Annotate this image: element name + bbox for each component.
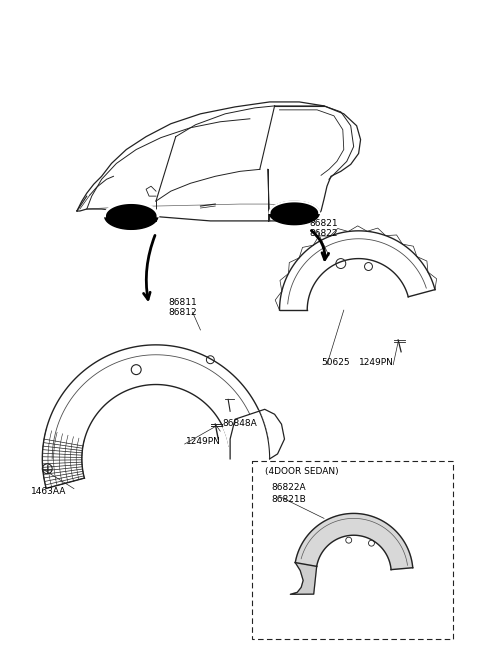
Text: 1463AA: 1463AA bbox=[30, 487, 66, 496]
Text: 86822A: 86822A bbox=[272, 483, 306, 492]
Text: 86821: 86821 bbox=[309, 219, 338, 228]
Bar bbox=[252, 461, 453, 640]
Text: (4DOOR SEDAN): (4DOOR SEDAN) bbox=[264, 467, 338, 476]
Text: 86811: 86811 bbox=[169, 298, 198, 307]
Polygon shape bbox=[269, 201, 319, 224]
Text: 1249PN: 1249PN bbox=[186, 437, 220, 446]
Text: 86848A: 86848A bbox=[222, 419, 257, 428]
Polygon shape bbox=[223, 411, 270, 459]
Text: 86812: 86812 bbox=[169, 308, 197, 317]
Polygon shape bbox=[295, 514, 413, 569]
Text: 1249PN: 1249PN bbox=[359, 358, 394, 367]
Text: 50625: 50625 bbox=[321, 358, 349, 367]
Polygon shape bbox=[105, 203, 158, 230]
Text: 86822: 86822 bbox=[309, 229, 338, 238]
Polygon shape bbox=[290, 563, 317, 594]
Text: 86821B: 86821B bbox=[272, 495, 306, 504]
